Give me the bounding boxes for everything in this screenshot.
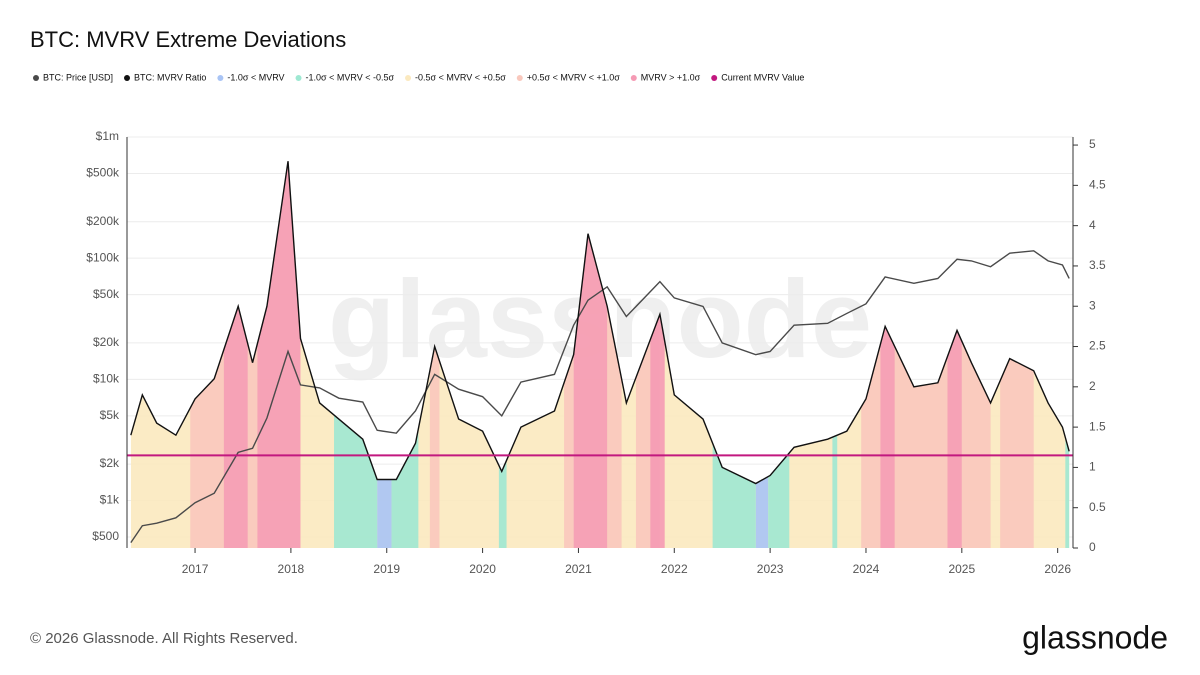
y2-tick-label: 5	[1089, 137, 1096, 151]
legend-label: -0.5σ < MVRV < +0.5σ	[415, 72, 506, 82]
chart-title: BTC: MVRV Extreme Deviations	[30, 27, 346, 52]
legend-label: BTC: MVRV Ratio	[134, 72, 206, 82]
legend-label: BTC: Price [USD]	[43, 72, 113, 82]
x-tick-label: 2024	[853, 562, 880, 576]
legend-marker	[711, 75, 718, 81]
legend-marker	[124, 75, 131, 81]
legend-label: -1.0σ < MVRV < -0.5σ	[306, 72, 395, 82]
x-tick-label: 2018	[278, 562, 305, 576]
y2-tick-label: 1.5	[1089, 419, 1106, 433]
zone	[223, 161, 248, 548]
brand-logo: glassnode	[1022, 619, 1168, 655]
legend-marker	[295, 75, 302, 81]
y-tick-label: $20k	[93, 335, 120, 349]
y2-tick-label: 3	[1089, 298, 1096, 312]
legend-marker	[33, 75, 39, 81]
y2-tick-label: 0	[1089, 540, 1096, 554]
y2-tick-label: 3.5	[1089, 258, 1106, 272]
x-tick-label: 2025	[948, 562, 975, 576]
legend-label: -1.0σ < MVRV	[227, 72, 284, 82]
series-line	[130, 250, 1070, 543]
series-line	[130, 161, 1070, 485]
y-tick-label: $200k	[86, 214, 120, 228]
y2-tick-label: 2	[1089, 379, 1096, 393]
y-tick-label: $100k	[86, 250, 120, 264]
x-tick-label: 2021	[565, 562, 592, 576]
x-tick-label: 2022	[661, 562, 688, 576]
legend-label: Current MVRV Value	[721, 72, 804, 82]
legend-label: MVRV > +1.0σ	[641, 72, 701, 82]
y-tick-label: $1k	[100, 493, 120, 507]
zone	[573, 161, 608, 548]
y-tick-label: $5k	[100, 408, 120, 422]
y-tick-label: $2k	[100, 456, 120, 470]
x-tick-label: 2019	[373, 562, 400, 576]
zone	[429, 161, 440, 548]
y-tick-label: $500k	[86, 166, 120, 180]
legend-marker	[516, 75, 523, 81]
x-tick-label: 2023	[757, 562, 784, 576]
zone	[650, 161, 665, 548]
y2-tick-label: 1	[1089, 460, 1096, 474]
legend-label: +0.5σ < MVRV < +1.0σ	[527, 72, 620, 82]
footer: © 2026 Glassnode. All Rights Reserved.	[30, 630, 298, 647]
x-tick-label: 2026	[1044, 562, 1071, 576]
y2-tick-label: 0.5	[1089, 500, 1106, 514]
y-tick-label: $50k	[93, 287, 120, 301]
y2-tick-label: 4.5	[1089, 178, 1106, 192]
x-tick-label: 2020	[469, 562, 496, 576]
y2-tick-label: 2.5	[1089, 339, 1106, 353]
legend-marker	[630, 75, 637, 81]
y-tick-label: $1m	[96, 129, 119, 143]
zone	[257, 161, 301, 548]
legend-marker	[405, 75, 412, 81]
y-tick-label: $10k	[93, 372, 120, 386]
y2-tick-label: 4	[1089, 218, 1096, 232]
legend-marker	[217, 75, 224, 81]
y-tick-label: $500	[92, 529, 119, 543]
x-tick-label: 2017	[182, 562, 209, 576]
